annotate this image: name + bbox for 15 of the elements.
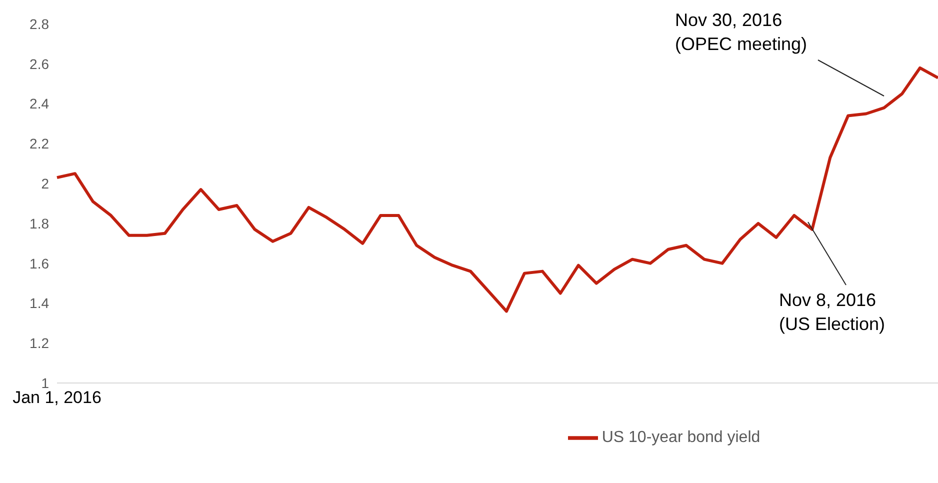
line-series [56,66,938,313]
y-tick-label: 2.2 [30,136,50,152]
y-tick-label: 2.6 [30,56,50,72]
annotation: Nov 30, 2016 (OPEC meeting) [675,9,808,56]
y-tick-label: 1.8 [30,215,50,232]
annotation: Nov 8, 2016 (US Election) [779,289,886,336]
y-tick-label: 1.6 [30,255,50,272]
y-tick-label: 1.4 [30,295,50,312]
legend-label: US 10-year bond yield [602,429,760,446]
y-tick-label: 1 [41,374,50,391]
x-tick-label: Jan 1, 2016 [12,388,102,408]
y-tick-label: 2.8 [30,16,50,32]
y-tick-label: 2.4 [30,96,50,112]
y-tick-label: 2 [41,176,50,192]
y-tick-label: 1.2 [30,335,50,352]
